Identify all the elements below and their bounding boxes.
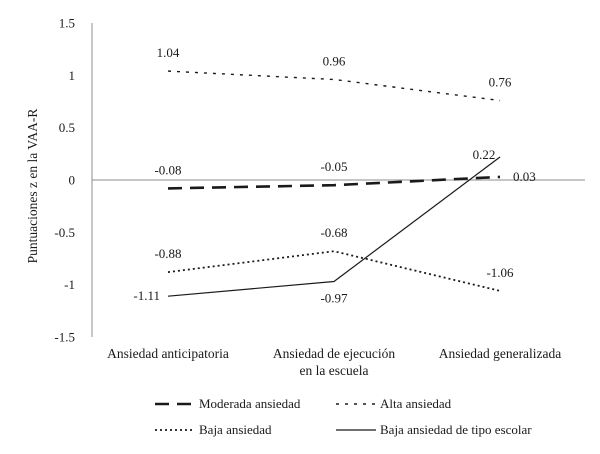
x-category-label-line: Ansiedad de ejecución <box>273 346 395 361</box>
data-label: -0.88 <box>154 246 181 261</box>
chart-series <box>167 70 501 297</box>
legend-label: Moderada ansiedad <box>199 396 301 411</box>
data-label: 0.76 <box>489 74 512 89</box>
data-label: 1.04 <box>157 45 180 60</box>
series-line-moderada-ansiedad <box>167 175 501 190</box>
series-line-baja-ansiedad <box>167 250 501 292</box>
x-category-label-line: Ansiedad anticipatoria <box>107 346 229 361</box>
y-tick-label: 1.5 <box>59 16 75 31</box>
data-label: -0.05 <box>320 159 347 174</box>
x-category-label: Ansiedad de ejecución en la escuela <box>273 346 395 378</box>
data-label: 0.22 <box>473 147 496 162</box>
legend-label: Baja ansiedad <box>199 422 272 437</box>
chart-axes: 1.5 1 0.5 0 -0.5 -1 -1.5 Puntuaciones z en la V… <box>25 16 585 378</box>
y-tick-label: -0.5 <box>54 225 75 240</box>
series-line-alta-ansiedad <box>167 70 501 102</box>
x-category-label-line: Ansiedad generalizada <box>439 346 562 361</box>
series-line-baja-ansiedad-de-tipo-escolar <box>167 156 501 297</box>
data-label: -1.06 <box>486 265 514 280</box>
y-tick-label: -1.5 <box>54 330 75 345</box>
data-label: -0.97 <box>320 291 348 306</box>
data-label: 0.96 <box>323 54 346 69</box>
y-tick-label: 0.5 <box>59 120 75 135</box>
y-axis-title: Puntuaciones z en la VAA-R <box>25 109 40 264</box>
x-category-label: Ansiedad generalizada <box>439 346 562 361</box>
chart-legend: Moderada ansiedad Alta ansiedad Baja ansie… <box>155 396 532 437</box>
legend-label: Alta ansiedad <box>380 396 452 411</box>
chart-data-labels: -0.08 -0.05 0.03 1.04 0.96 0.76 -0.88 -0.68 -1.0… <box>133 45 535 305</box>
y-tick-label: -1 <box>64 277 75 292</box>
data-label: 0.03 <box>513 169 536 184</box>
data-label: -0.68 <box>320 225 347 240</box>
x-category-label: Ansiedad anticipatoria <box>107 346 229 361</box>
data-label: -1.11 <box>133 288 160 303</box>
data-label: -0.08 <box>154 162 181 177</box>
x-category-label-line: en la escuela <box>300 363 369 378</box>
legend-label: Baja ansiedad de tipo escolar <box>380 422 532 437</box>
y-tick-label: 1 <box>69 68 76 83</box>
y-tick-label: 0 <box>69 173 76 188</box>
